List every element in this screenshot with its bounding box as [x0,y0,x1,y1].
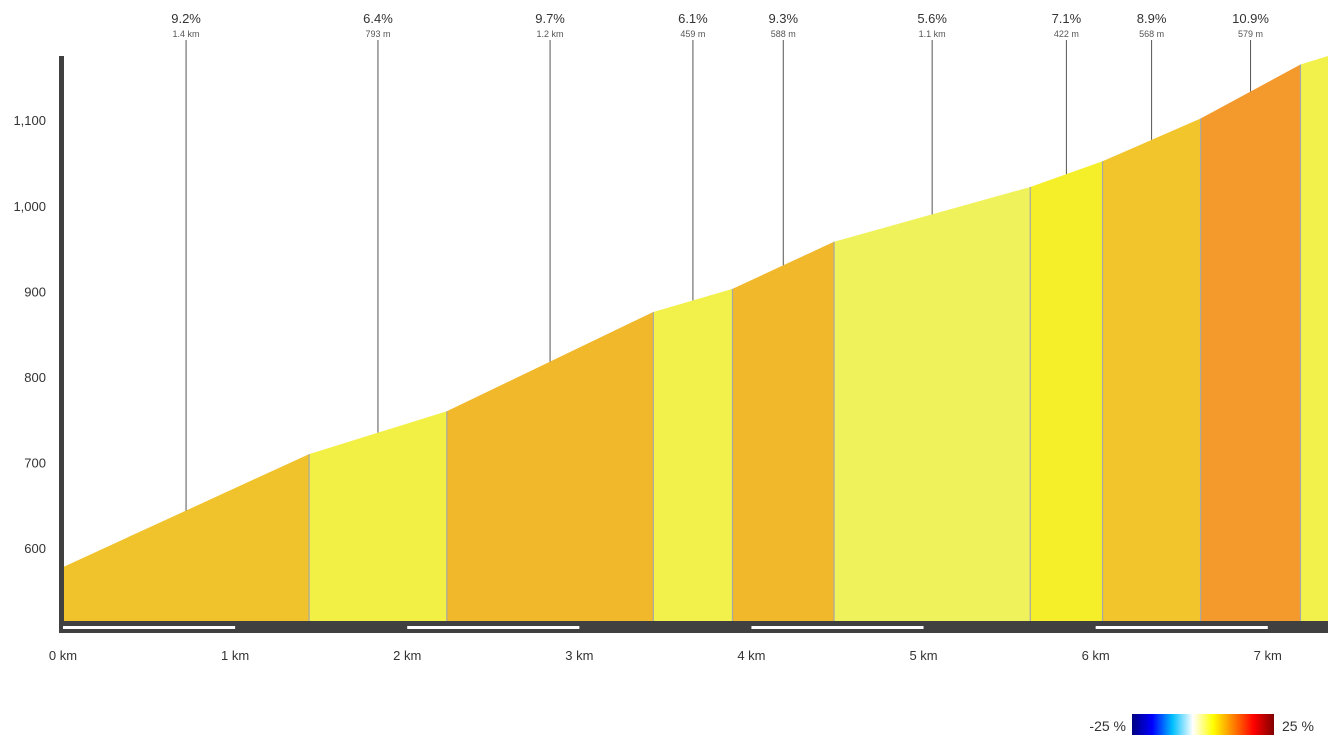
x-axis-km-stripe [63,626,236,629]
segment-length-label: 588 m [771,29,796,39]
segment-length-label: 1.4 km [173,29,200,39]
x-tick-label: 1 km [221,648,249,663]
x-tick-label: 6 km [1082,648,1110,663]
segment-area [1200,64,1301,621]
y-tick-label: 900 [24,284,46,299]
segment-grade-label: 9.3% [768,11,798,26]
segment-grade-label: 6.4% [363,11,393,26]
segment-area [653,288,733,621]
legend-min-label: -25 % [1089,718,1126,734]
segment-length-label: 579 m [1238,29,1263,39]
segment-grade-label: 9.7% [535,11,565,26]
y-tick-label: 1,100 [13,113,46,128]
x-tick-label: 4 km [737,648,765,663]
segment-length-label: 1.1 km [919,29,946,39]
x-axis-band [59,621,1328,633]
dividers-layer [308,64,1302,621]
y-tick-label: 1,000 [13,199,46,214]
segment-area [309,411,447,621]
legend-gradient-bar [1132,714,1274,735]
y-tick-label: 800 [24,370,46,385]
grade-color-legend: -25 % 25 % [1089,714,1314,735]
y-tick-label: 700 [24,456,46,471]
segment-area [63,454,310,621]
segment-area [446,311,654,621]
segment-grade-label: 10.9% [1232,11,1269,26]
x-tick-label: 2 km [393,648,421,663]
segment-area [1300,56,1328,621]
segment-length-label: 568 m [1139,29,1164,39]
segment-area [1030,161,1103,621]
segment-area [1102,118,1201,621]
segment-grade-label: 8.9% [1137,11,1167,26]
axes: 0 km 1 km 2 km 3 km 4 km 5 km 6 km 7 km 600 700 80… [13,56,1328,663]
legend-max-label: 25 % [1282,718,1314,734]
segment-length-label: 793 m [365,29,390,39]
x-axis-km-stripe [1095,626,1268,629]
segment-length-label: 422 m [1054,29,1079,39]
segment-length-label: 1.2 km [537,29,564,39]
segment-area [834,186,1031,621]
x-tick-label: 0 km [49,648,77,663]
x-tick-label: 7 km [1254,648,1282,663]
x-axis-km-stripe [751,626,924,629]
segment-length-label: 459 m [680,29,705,39]
segments-layer [63,56,1328,622]
segment-grade-label: 6.1% [678,11,708,26]
x-axis-km-stripe [407,626,580,629]
segment-area [732,241,835,622]
segment-grade-label: 7.1% [1052,11,1082,26]
x-tick-label: 5 km [909,648,937,663]
segment-grade-label: 9.2% [171,11,201,26]
segment-grade-label: 5.6% [917,11,947,26]
x-tick-label: 3 km [565,648,593,663]
y-axis-line [59,56,64,633]
grade-callouts: 9.2% 1.4 km 6.4% 793 m 9.7% 1.2 km 6.1% 459 m 9.… [171,11,1269,511]
y-tick-label: 600 [24,541,46,556]
